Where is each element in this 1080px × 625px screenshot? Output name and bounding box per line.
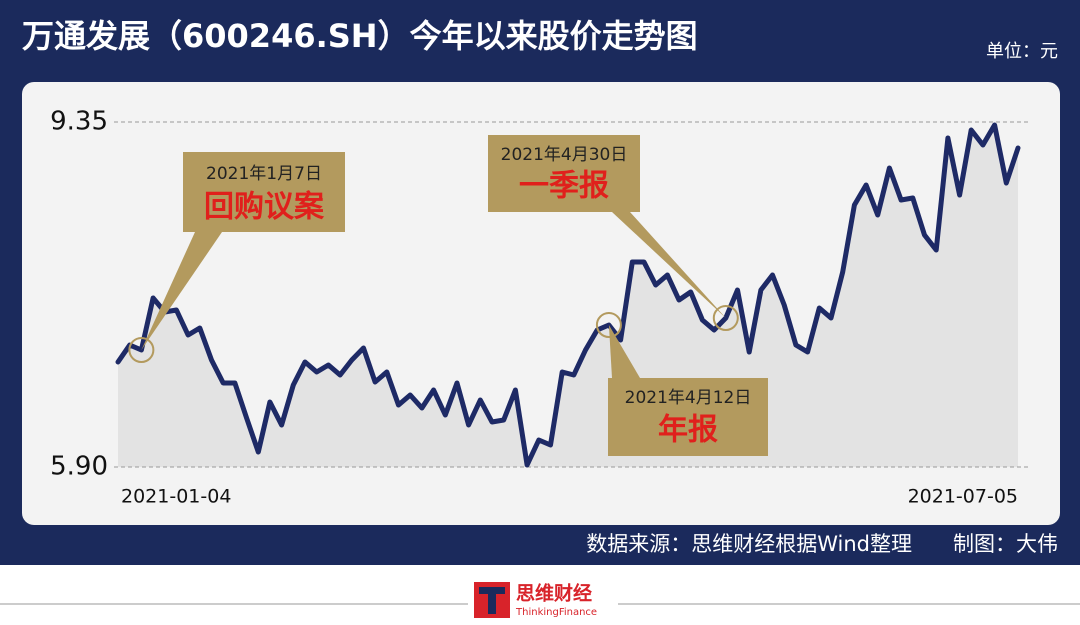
- y-tick-label: 9.35: [50, 107, 108, 137]
- annotation-pointer: [612, 212, 726, 318]
- annotation-date: 2021年1月7日: [206, 164, 322, 184]
- annotation-box: [183, 152, 345, 232]
- credit: 制图：大伟: [953, 532, 1058, 556]
- unit-label: 单位：元: [986, 41, 1058, 62]
- annotation-label: 年报: [658, 413, 718, 448]
- annotation-marker: [595, 312, 622, 338]
- logo-subtitle: ThinkingFinance: [515, 607, 597, 618]
- title: 万通发展（600246.SH）今年以来股价走势图: [22, 17, 698, 55]
- annotation-box: [608, 378, 768, 456]
- annotation-pointer: [141, 232, 222, 350]
- annotation-date: 2021年4月12日: [625, 388, 752, 408]
- annotation-label: 一季报: [519, 169, 609, 204]
- logo-name: 思维财经: [516, 582, 592, 605]
- annotation-label: 回购议案: [204, 190, 325, 225]
- annotation-marker: [128, 337, 155, 363]
- x-tick-label: 2021-01-04: [121, 486, 231, 508]
- source: 数据来源：思维财经根据Wind整理: [586, 532, 912, 556]
- logo-icon-t: [479, 587, 505, 614]
- plot: 5.90 9.35 2021-01-04 2021-07-05: [50, 107, 1030, 508]
- area: [118, 125, 1018, 467]
- annotation-marker: [712, 305, 739, 331]
- annotations: 2021年1月7日 回购议案 2021年4月30日 一季报 2021年4月12日…: [128, 135, 768, 456]
- x-tick-label: 2021-07-05: [908, 486, 1018, 508]
- annotation-pointer: [608, 325, 640, 378]
- annotation-box: [488, 135, 640, 212]
- y-tick-label: 5.90: [50, 452, 108, 482]
- line: [115, 122, 1021, 468]
- annotation-date: 2021年4月30日: [501, 145, 628, 165]
